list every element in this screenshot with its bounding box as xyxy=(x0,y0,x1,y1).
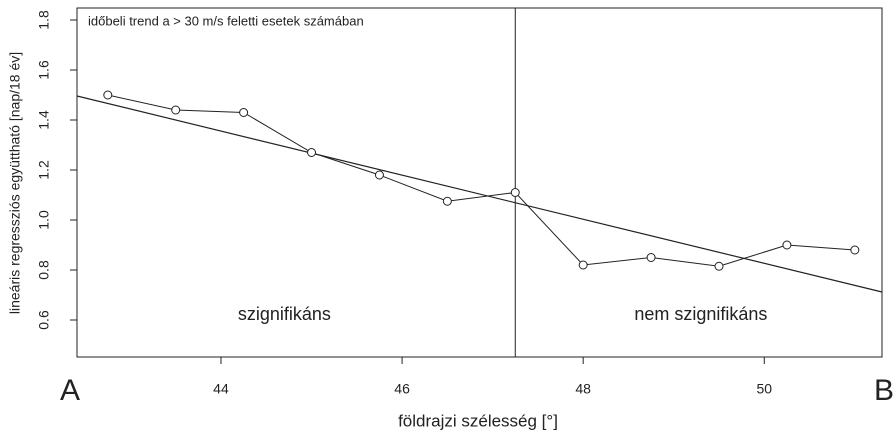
x-tick-label: 46 xyxy=(394,381,410,397)
y-tick-label: 1.8 xyxy=(36,10,52,30)
data-point xyxy=(171,105,181,115)
end-label: A xyxy=(60,374,80,407)
y-tick-label: 1.6 xyxy=(36,60,52,80)
end-label: B xyxy=(874,374,894,407)
data-point xyxy=(374,170,384,180)
data-point xyxy=(578,260,588,270)
y-tick-label: 0.8 xyxy=(36,260,52,280)
data-point xyxy=(307,148,317,157)
data-line xyxy=(107,94,855,267)
data-point xyxy=(103,90,113,100)
data-point xyxy=(714,261,724,271)
data-point xyxy=(646,253,656,262)
y-tick-label: 0.6 xyxy=(36,310,52,330)
trend-line xyxy=(76,95,883,293)
annotation: nem szignifikáns xyxy=(634,304,767,324)
y-tick-label: 1.2 xyxy=(36,160,52,180)
y-axis-label: lineáris regressziós együttható [nap/18 … xyxy=(7,52,23,314)
data-point xyxy=(239,108,249,117)
x-tick-label: 50 xyxy=(756,381,772,397)
x-tick-label: 48 xyxy=(575,381,591,397)
x-tick-label: 44 xyxy=(213,381,229,397)
data-point xyxy=(850,245,860,255)
chart-title: időbeli trend a > 30 m/s feletti esetek … xyxy=(88,13,364,28)
x-axis-label: földrajzi szélesség [°] xyxy=(398,411,558,430)
plot-frame xyxy=(76,7,883,358)
data-point xyxy=(442,196,452,206)
y-tick-label: 1.0 xyxy=(36,210,52,230)
y-tick-label: 1.4 xyxy=(36,110,52,130)
annotation: szignifikáns xyxy=(238,304,331,324)
data-point xyxy=(782,240,792,250)
data-point xyxy=(510,188,520,197)
